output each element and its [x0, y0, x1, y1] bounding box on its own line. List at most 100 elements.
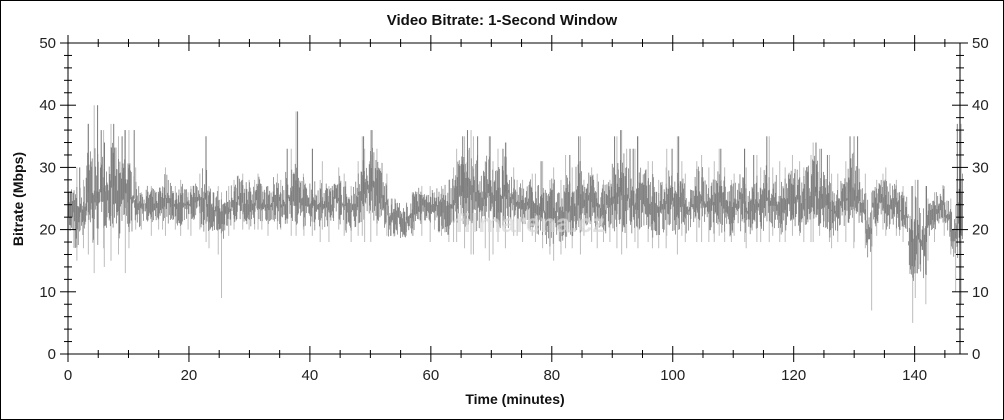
minute-segment — [581, 179, 589, 236]
minute-segment — [152, 188, 160, 230]
y-tick-label: 30 — [39, 159, 56, 176]
minute-segment — [642, 161, 649, 243]
minute-segment — [732, 173, 740, 236]
minute-segment — [666, 148, 673, 236]
minute-segment — [793, 161, 801, 236]
minute-segment — [545, 179, 552, 255]
minute-segment — [708, 161, 716, 243]
minute-segment — [273, 173, 280, 230]
minute-segment — [605, 179, 613, 243]
minute-segment — [115, 136, 123, 255]
minute-segment — [418, 186, 425, 236]
minute-segment — [617, 130, 625, 255]
minute-segment — [79, 179, 87, 249]
minute-segment — [714, 148, 722, 236]
minute-segment — [400, 204, 407, 238]
x-tick-label: 100 — [660, 367, 685, 384]
minute-segment — [611, 136, 619, 249]
minute-segment — [412, 191, 419, 236]
minute-segment — [164, 167, 171, 236]
minute-segment — [920, 186, 928, 305]
minute-segment — [829, 173, 836, 249]
minute-segment — [557, 179, 564, 255]
y-tick-label: 20 — [39, 222, 56, 239]
minute-segment — [357, 136, 365, 236]
minute-segment — [908, 186, 915, 323]
minute-segment — [182, 189, 189, 230]
minute-segment — [128, 130, 135, 249]
minute-segment — [847, 136, 855, 249]
minute-segment — [224, 186, 232, 236]
minute-segment — [230, 179, 238, 230]
minute-segment — [599, 179, 607, 243]
minute-segment — [877, 173, 885, 230]
minute-segment — [85, 123, 93, 255]
y-axis-title: Bitrate (Mbps) — [10, 152, 26, 246]
x-tick-label: 80 — [543, 367, 560, 384]
minute-segment — [267, 186, 274, 236]
minute-segment — [200, 136, 208, 243]
minute-segment — [430, 190, 437, 230]
minute-segment — [170, 186, 177, 230]
minute-segment — [890, 179, 897, 236]
minute-segment — [871, 179, 879, 236]
minute-segment — [261, 186, 268, 230]
minute-segment — [757, 167, 764, 243]
x-tick-label: 120 — [781, 367, 806, 384]
minute-segment — [327, 185, 335, 243]
minute-segment — [236, 173, 244, 230]
y-tick-label: 40 — [39, 97, 56, 114]
minute-segment — [763, 136, 770, 243]
minute-segment — [750, 154, 758, 243]
minute-segment — [333, 167, 341, 230]
minute-segment — [466, 130, 474, 255]
minute-segment — [950, 204, 957, 292]
minute-segment — [503, 142, 510, 249]
y-tick-label-right: 40 — [972, 97, 989, 114]
minute-segment — [146, 185, 153, 236]
minute-segment — [67, 173, 74, 243]
minute-segment — [575, 136, 582, 255]
watermark-logo: filmarena.cz — [455, 208, 605, 238]
minute-segment — [103, 142, 111, 267]
minute-segment — [309, 148, 316, 236]
minute-segment — [551, 167, 558, 261]
x-tick-label: 20 — [181, 367, 198, 384]
minute-segment — [285, 148, 292, 236]
minute-segment — [279, 179, 286, 230]
minute-segment — [176, 179, 183, 236]
minute-segment — [636, 136, 643, 249]
minute-segment — [140, 189, 147, 230]
minute-segment — [158, 186, 165, 230]
minute-segment — [484, 136, 492, 261]
minute-segment — [194, 173, 201, 230]
minute-segment — [339, 173, 347, 236]
minute-segment — [454, 148, 462, 243]
minute-segment — [515, 179, 522, 236]
minute-segment — [902, 186, 909, 243]
minute-segment — [539, 161, 546, 249]
minute-segment — [363, 148, 371, 243]
minute-segment — [702, 167, 710, 243]
minute-segment — [382, 173, 389, 236]
minute-segment — [835, 173, 843, 243]
minute-segment — [249, 179, 256, 230]
minute-segment — [376, 148, 383, 236]
minute-segment — [122, 130, 129, 274]
minute-segment — [460, 136, 468, 249]
minute-segment — [351, 161, 359, 236]
minute-segment — [291, 111, 299, 236]
minute-segment — [315, 179, 322, 243]
minute-segment — [303, 179, 310, 236]
minute-segment — [472, 136, 480, 255]
minute-segment — [533, 173, 540, 243]
minute-segment — [817, 148, 824, 236]
minute-segment — [648, 161, 655, 249]
minute-segment — [896, 191, 903, 236]
minute-segment — [630, 148, 637, 243]
y-tick-label: 0 — [48, 346, 56, 363]
x-axis-title: Time (minutes) — [465, 391, 564, 407]
minute-segment — [938, 185, 945, 236]
minute-segment — [672, 136, 680, 255]
